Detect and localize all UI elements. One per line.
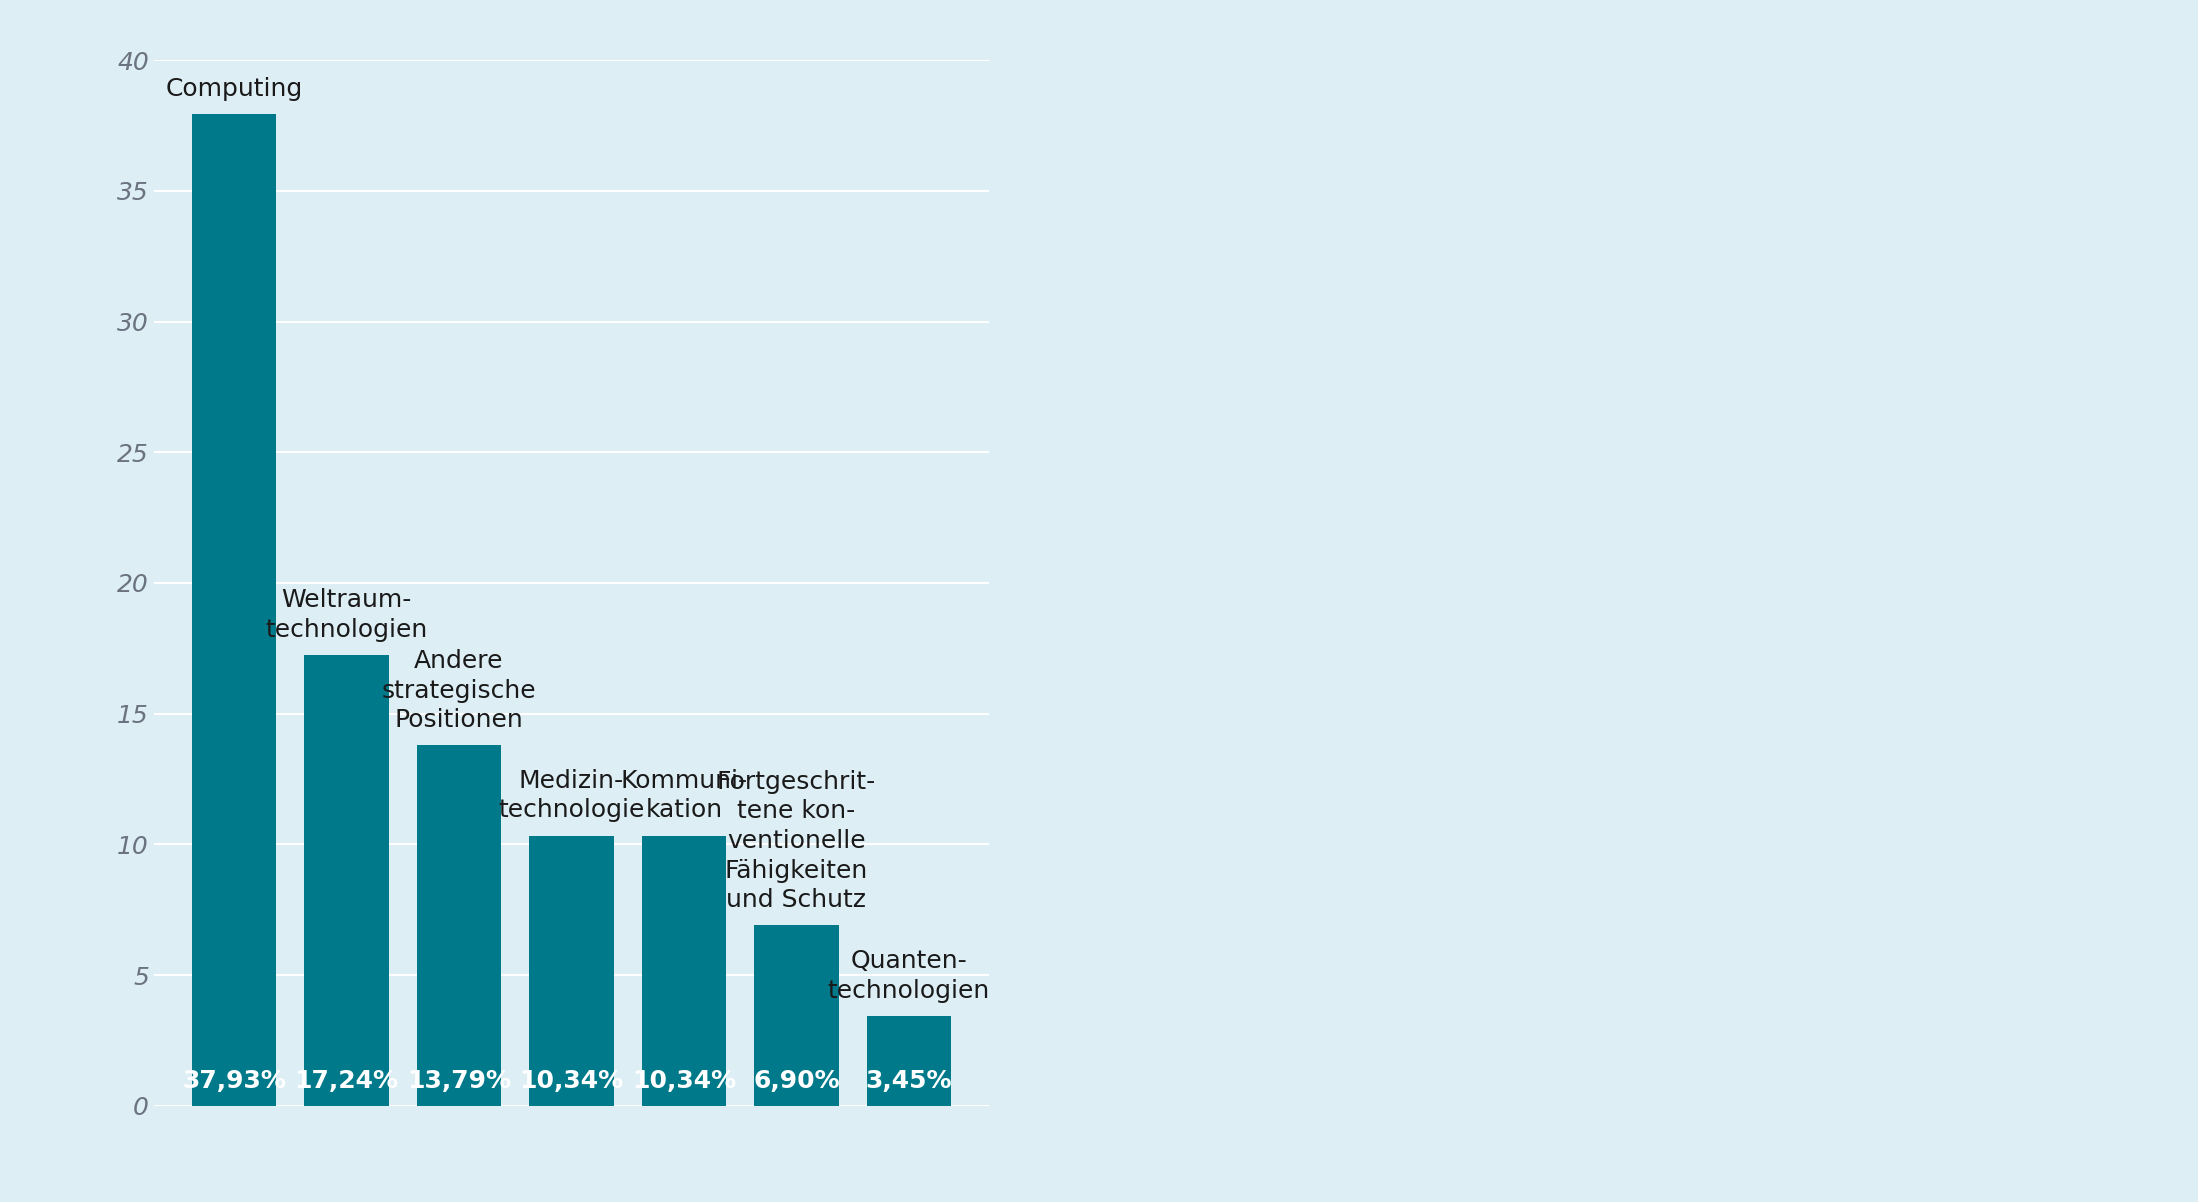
Text: 3,45%: 3,45% <box>866 1069 952 1093</box>
Text: Computing: Computing <box>165 77 303 101</box>
Text: 10,34%: 10,34% <box>519 1069 624 1093</box>
Text: 17,24%: 17,24% <box>295 1069 398 1093</box>
Text: Medizin-
technologie: Medizin- technologie <box>499 769 644 822</box>
Text: 10,34%: 10,34% <box>631 1069 736 1093</box>
Text: 6,90%: 6,90% <box>754 1069 840 1093</box>
Bar <box>530 835 613 1106</box>
Text: Quanten-
technologien: Quanten- technologien <box>829 948 989 1002</box>
Text: Andere
strategische
Positionen: Andere strategische Positionen <box>382 649 536 732</box>
Bar <box>303 655 389 1106</box>
Bar <box>866 1016 952 1106</box>
Text: Fortgeschrit-
tene kon-
ventionelle
Fähigkeiten
und Schutz: Fortgeschrit- tene kon- ventionelle Fähi… <box>717 769 877 912</box>
Text: Weltraum-
technologien: Weltraum- technologien <box>266 588 429 642</box>
Text: 13,79%: 13,79% <box>407 1069 510 1093</box>
Bar <box>754 926 840 1106</box>
Bar <box>418 745 501 1106</box>
Text: Kommuni-
kation: Kommuni- kation <box>620 769 747 822</box>
Bar <box>642 835 725 1106</box>
Text: 37,93%: 37,93% <box>182 1069 286 1093</box>
Bar <box>191 114 277 1106</box>
